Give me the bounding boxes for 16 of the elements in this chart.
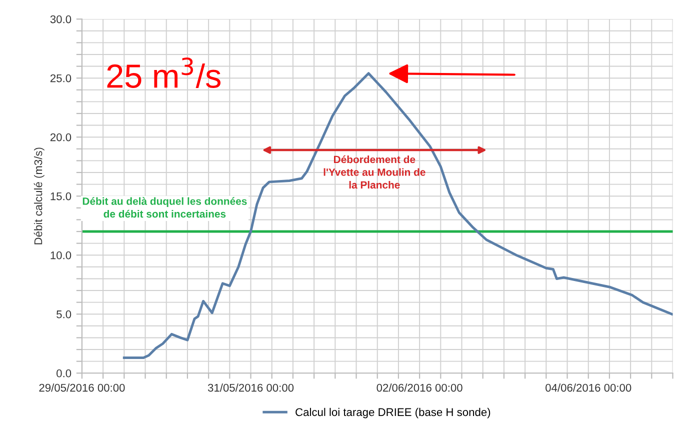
y-tick-label: 20.0 [50, 133, 72, 142]
y-axis-title: Débit calculé (m3/s) [34, 148, 44, 244]
annotation: 25 m$^{3}$/s [107, 58, 220, 88]
y-tick-label: 5.0 [56, 310, 72, 318]
ref-line-label: Débit au delà duquel les données de débit sont incertaines [82, 197, 247, 218]
x-tick-label: 29/05/2016 00:00 [39, 384, 125, 392]
y-tick-label: 15.0 [50, 192, 72, 200]
y-tick-label: 30.0 [50, 15, 72, 24]
x-tick-label: 31/05/2016 00:00 [208, 384, 294, 392]
y-tick-label: 10.0 [50, 251, 72, 260]
x-tick-label: 02/06/2016 00:00 [376, 384, 462, 392]
y-tick-label: 0.0 [56, 369, 72, 378]
y-tick-label: 25.0 [50, 74, 72, 82]
annotation: Débordement de l'Yvette au Moulin de la Planche [324, 155, 426, 189]
x-tick-label: 04/06/2016 00:00 [546, 384, 632, 392]
legend-label: Calcul loi tarage DRIEE (base H sonde) [296, 408, 490, 418]
